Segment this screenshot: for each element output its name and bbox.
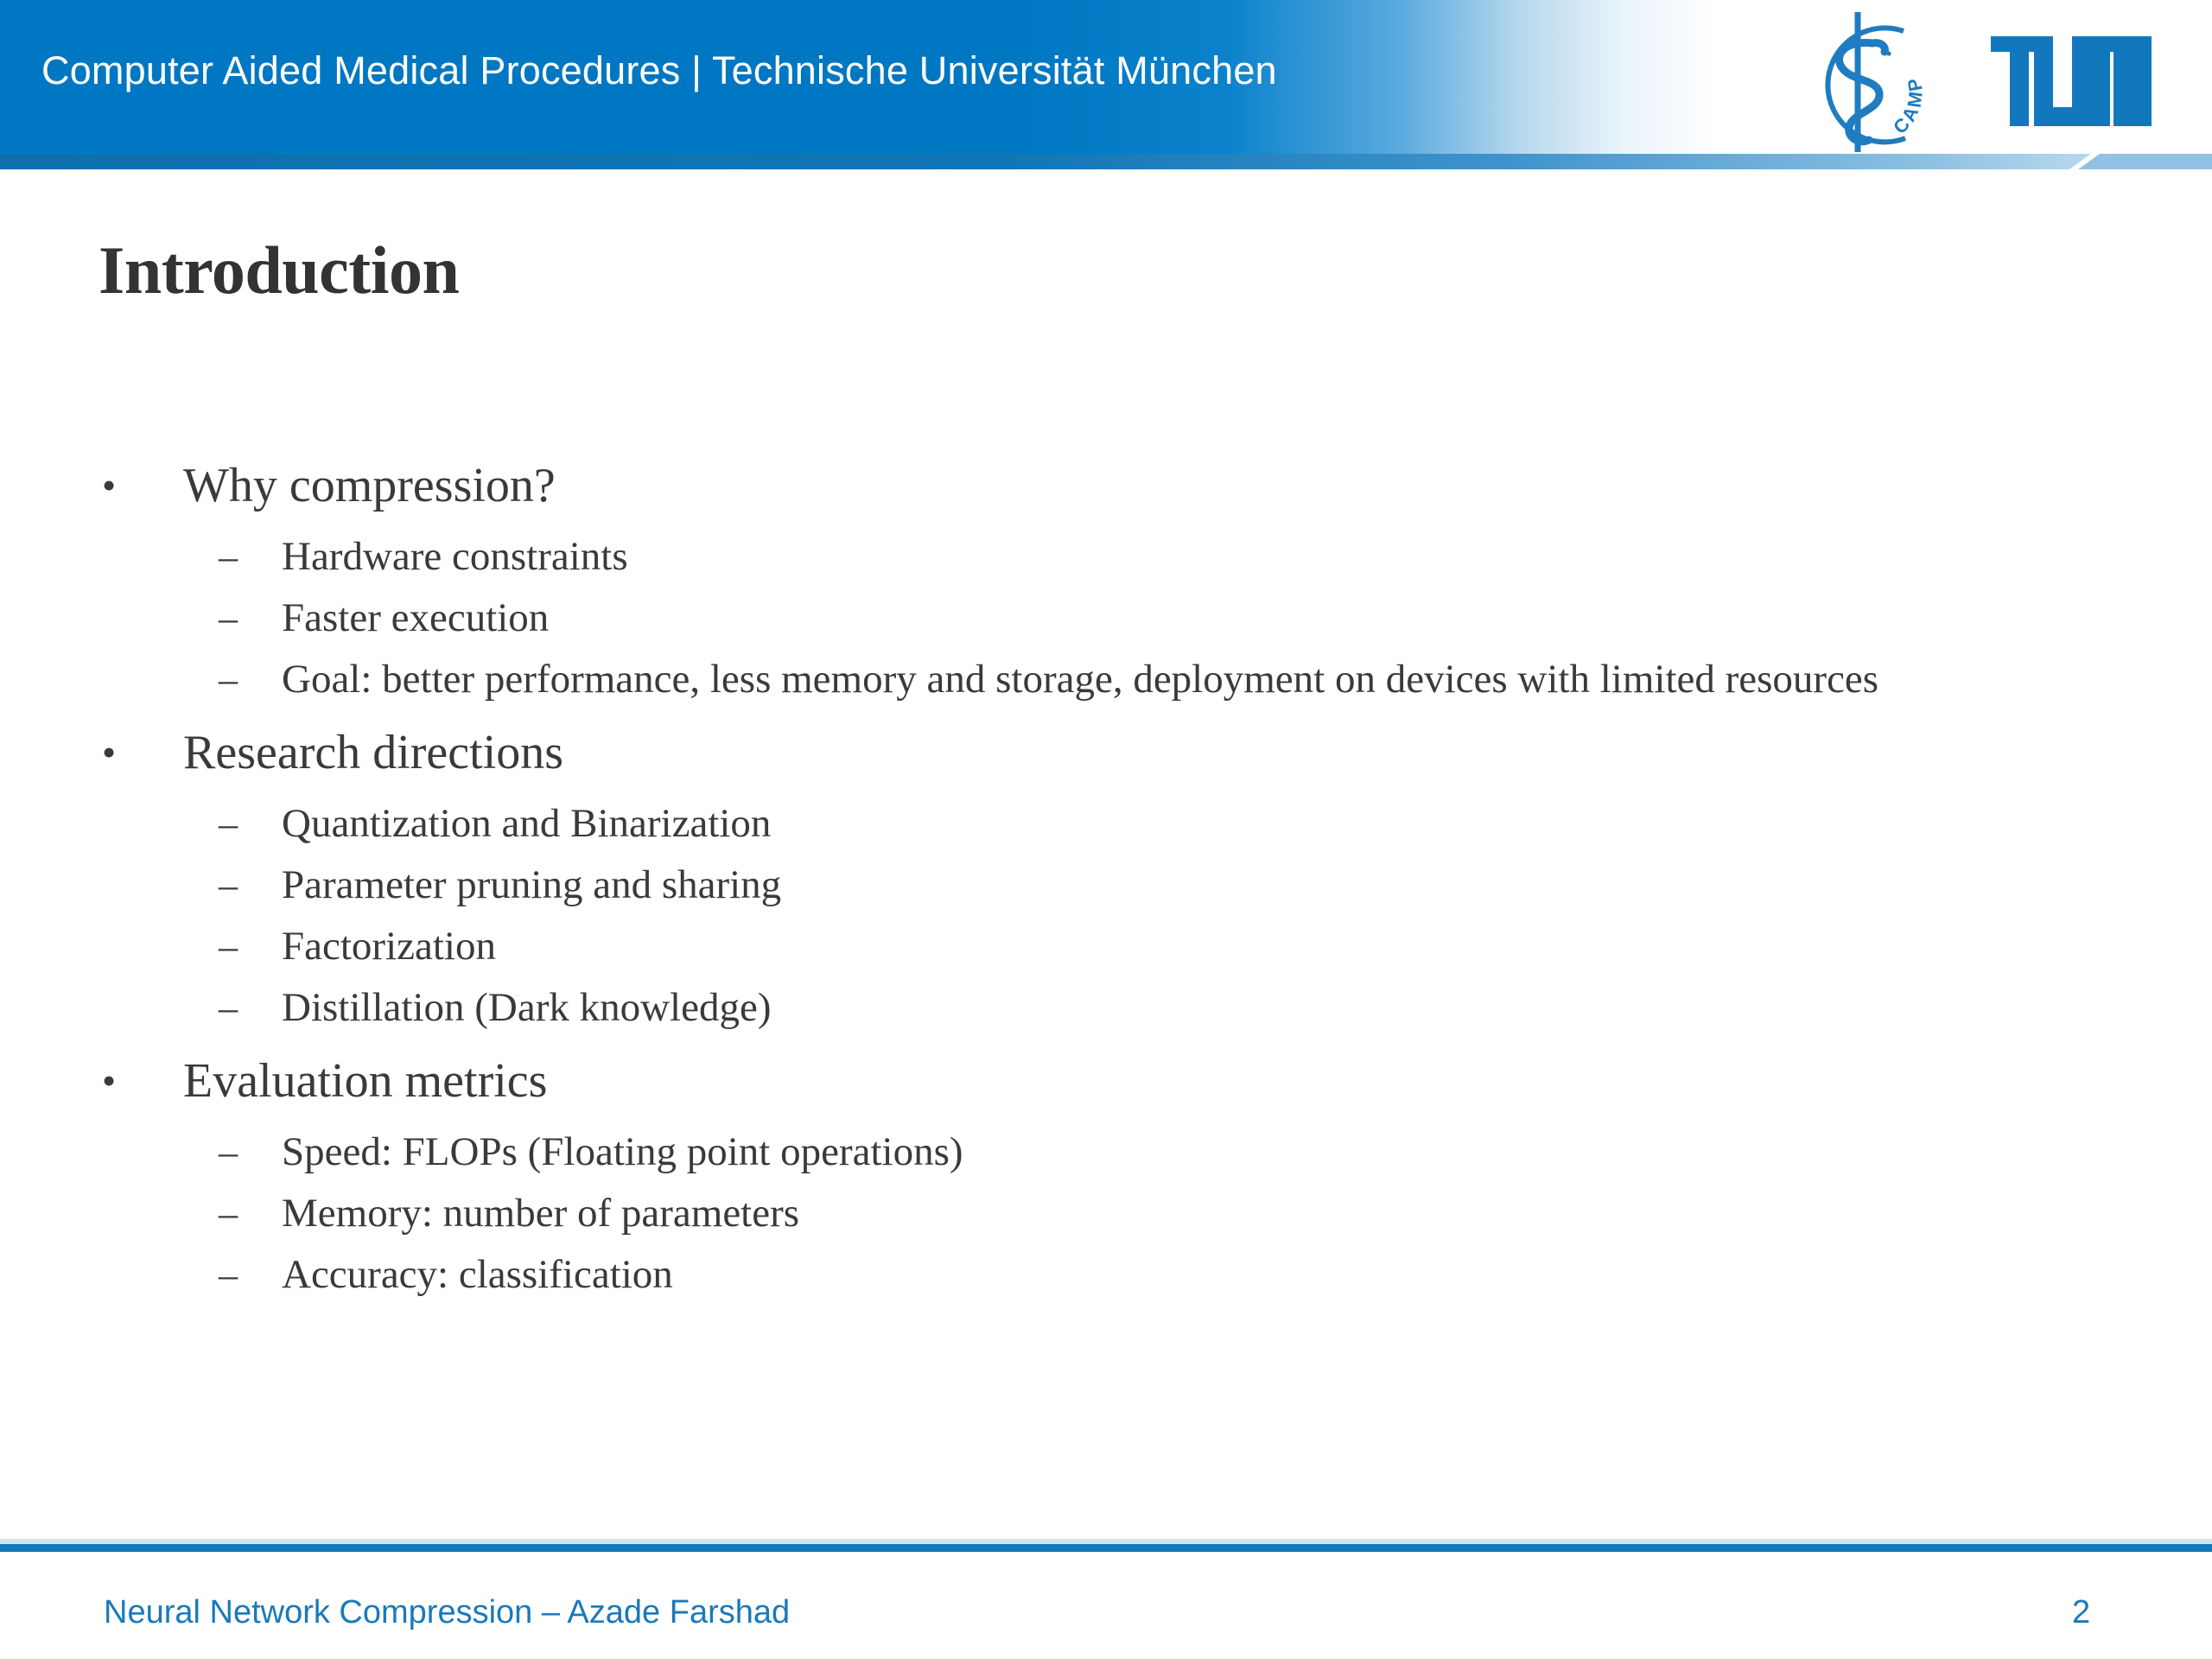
dash-marker-icon: – [219,864,238,906]
page-title: Introduction [99,232,460,308]
bullet-level2-label: Distillation (Dark knowledge) [282,985,772,1030]
dash-marker-icon: – [219,1131,238,1173]
bullet-dot-icon: • [102,463,117,507]
bullet-level1: • Why compression? [0,449,2074,522]
bullet-level2-label: Factorization [282,924,496,969]
bullet-dot-icon: • [102,1058,117,1103]
bullet-level2-label: Memory: number of parameters [282,1191,800,1236]
dash-marker-icon: – [219,925,238,968]
bullet-level2: – Memory: number of parameters [0,1184,2027,1243]
footer-divider [0,1544,2212,1552]
bullet-level2-label: Accuracy: classification [282,1252,673,1297]
dash-marker-icon: – [219,1254,238,1296]
bullet-level2: – Faster execution [0,588,2027,648]
header-accent-bar [0,152,2212,171]
bullet-dot-icon: • [102,730,117,774]
bullet-level1-label: Evaluation metrics [183,1054,548,1108]
bullet-level2-label: Quantization and Binarization [282,801,772,846]
bullet-level2: – Speed: FLOPs (Floating point operation… [0,1122,2027,1182]
bullet-level1-label: Research directions [183,726,564,779]
camp-logo-icon: CAMP [1776,7,1944,162]
bullet-level2-label: Goal: better performance, less memory an… [282,657,1879,702]
bullet-level2: – Quantization and Binarization [0,794,2027,854]
bullet-level2: – Accuracy: classification [0,1245,2027,1305]
bullet-level2-label: Parameter pruning and sharing [282,862,782,907]
bullet-level2: – Goal: better performance, less memory … [0,650,2027,709]
bullet-group: • Why compression? – Hardware constraint… [0,449,2074,709]
tum-logo-icon [1989,24,2153,126]
bullet-level2: – Distillation (Dark knowledge) [0,978,2027,1038]
header-title: Computer Aided Medical Procedures | Tech… [41,48,1277,92]
footer-title: Neural Network Compression – Azade Farsh… [104,1594,791,1630]
bullet-group: • Evaluation metrics – Speed: FLOPs (Flo… [0,1045,2074,1305]
dash-marker-icon: – [219,597,238,639]
bullet-level2: – Parameter pruning and sharing [0,855,2027,915]
dash-marker-icon: – [219,536,238,578]
dash-marker-icon: – [219,1192,238,1235]
bullet-level1: • Evaluation metrics [0,1045,2074,1117]
footer-page-number: 2 [2072,1594,2091,1630]
bullet-level1-label: Why compression? [183,459,556,512]
footer-divider-highlight [0,1539,2212,1544]
bullet-level2-label: Faster execution [282,595,550,640]
bullet-level2: – Factorization [0,917,2027,976]
bullet-level2: – Hardware constraints [0,527,2027,587]
dash-marker-icon: – [219,658,238,701]
slide-content: • Why compression? – Hardware constraint… [0,449,2074,1312]
dash-marker-icon: – [219,803,238,845]
dash-marker-icon: – [219,987,238,1029]
bullet-level2-label: Speed: FLOPs (Floating point operations) [282,1129,963,1174]
bullet-group: • Research directions – Quantization and… [0,716,2074,1038]
svg-text:CAMP: CAMP [1889,74,1927,138]
header-band: Computer Aided Medical Procedures | Tech… [0,0,2212,164]
bullet-level1: • Research directions [0,716,2074,789]
bullet-level2-label: Hardware constraints [282,534,628,579]
